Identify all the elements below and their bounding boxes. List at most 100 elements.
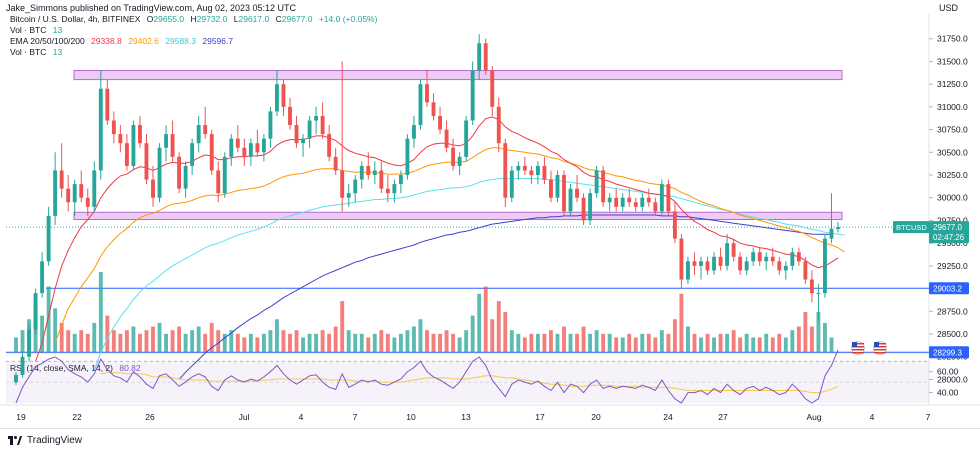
price-tick-label: 28000.0 bbox=[937, 374, 968, 384]
vol-label[interactable]: Vol · BTC bbox=[10, 25, 47, 35]
level-badge-28299-bg bbox=[929, 346, 969, 359]
volume-bar bbox=[118, 333, 123, 352]
volume-bar bbox=[705, 333, 710, 352]
candle-body bbox=[359, 165, 364, 180]
candle bbox=[738, 252, 743, 275]
candle-body bbox=[562, 175, 566, 212]
candle bbox=[640, 193, 645, 212]
candle-body bbox=[451, 147, 456, 166]
candle bbox=[542, 156, 547, 185]
time-tick-label: 4 bbox=[870, 412, 875, 422]
volume-bar bbox=[764, 333, 769, 352]
candle bbox=[320, 102, 325, 139]
candle bbox=[803, 256, 808, 285]
price-tick-label: 30000.0 bbox=[937, 193, 968, 203]
candle bbox=[836, 222, 840, 233]
rsi-label[interactable]: RSI (14, close, SMA, 14, 2) bbox=[10, 363, 113, 373]
candle-body bbox=[340, 170, 345, 198]
ema200-line bbox=[178, 214, 832, 380]
symbol-tag-text: BTCUSD bbox=[896, 223, 927, 232]
volume-bar bbox=[757, 337, 762, 352]
candle bbox=[418, 79, 423, 130]
candle bbox=[679, 234, 684, 289]
candle-body bbox=[372, 170, 377, 176]
candle-body bbox=[457, 156, 462, 166]
price-tick-label: 31000.0 bbox=[937, 102, 968, 112]
candle bbox=[398, 170, 403, 194]
level-badge-29003-bg bbox=[929, 282, 969, 295]
candle bbox=[751, 247, 756, 266]
volume-bar bbox=[359, 333, 364, 352]
candle-body bbox=[620, 197, 625, 207]
volume-bar bbox=[183, 333, 188, 352]
volume-bar bbox=[196, 326, 201, 352]
candle bbox=[731, 238, 736, 262]
candle bbox=[575, 175, 579, 203]
candle-body bbox=[307, 120, 312, 139]
ohlc-change: +14.0 (+0.05%) bbox=[318, 14, 378, 24]
volume-bar bbox=[366, 337, 371, 352]
candle bbox=[27, 324, 31, 362]
candle bbox=[268, 106, 273, 148]
candle-body bbox=[398, 175, 403, 185]
volume-bar bbox=[105, 315, 110, 352]
candle bbox=[783, 261, 788, 280]
us-flag-icon bbox=[851, 341, 865, 355]
candle-body bbox=[522, 165, 527, 171]
volume-bar bbox=[190, 330, 195, 352]
candle bbox=[607, 193, 612, 212]
candle bbox=[562, 170, 566, 216]
volume-bar bbox=[333, 326, 338, 352]
candle bbox=[522, 156, 527, 176]
volume-bar bbox=[444, 330, 449, 352]
candle bbox=[503, 138, 508, 207]
candle bbox=[816, 284, 821, 321]
symbol-name[interactable]: Bitcoin / U.S. Dollar, 4h, BITFINEX bbox=[10, 14, 141, 24]
candle bbox=[451, 138, 456, 171]
candle bbox=[105, 79, 110, 126]
level-badge-28299-text: 28299.3 bbox=[933, 348, 962, 357]
candle-body bbox=[229, 138, 234, 157]
candle bbox=[646, 188, 651, 207]
tradingview-logo-icon bbox=[8, 436, 22, 445]
candle bbox=[496, 97, 501, 153]
candle bbox=[33, 288, 38, 335]
current-price-badge-bg bbox=[929, 221, 969, 244]
vol2-label[interactable]: Vol · BTC bbox=[10, 47, 47, 57]
candle bbox=[757, 247, 762, 266]
candle bbox=[248, 138, 253, 166]
volume-bar bbox=[20, 330, 25, 352]
candle-body bbox=[496, 106, 501, 144]
candle bbox=[20, 352, 25, 378]
candle-body bbox=[588, 193, 593, 221]
current-price-badge-text: 29677.0 bbox=[933, 223, 962, 232]
price-chart[interactable]: 31750.0 31500.0 31250.0 31000.0 30750.0 30500… bbox=[0, 0, 980, 428]
volume-bar bbox=[418, 319, 423, 352]
ema-label[interactable]: EMA 20/50/100/200 bbox=[10, 36, 85, 46]
candle-body bbox=[431, 102, 436, 116]
currency-label: USD bbox=[938, 3, 958, 13]
candle bbox=[425, 70, 429, 107]
candle-body bbox=[177, 156, 182, 189]
volume-bar bbox=[98, 272, 103, 352]
candle bbox=[366, 152, 371, 180]
volume-bar bbox=[398, 333, 403, 352]
volume-bar bbox=[209, 322, 214, 352]
candle bbox=[614, 188, 619, 212]
candle-body bbox=[555, 175, 560, 198]
volume-bar bbox=[412, 326, 416, 352]
volume-bar bbox=[738, 337, 743, 352]
candle bbox=[620, 193, 625, 212]
flag-stripe bbox=[852, 343, 864, 345]
volume-bar bbox=[470, 315, 475, 352]
candle bbox=[255, 129, 260, 157]
time-tick-label: 24 bbox=[663, 412, 673, 422]
volume-bar bbox=[85, 333, 90, 352]
candle bbox=[72, 179, 77, 216]
candle bbox=[79, 170, 84, 203]
candle-body bbox=[816, 293, 821, 295]
candle-body bbox=[14, 374, 18, 383]
volume-bar bbox=[659, 330, 664, 352]
volume-bar bbox=[261, 333, 266, 352]
candle-body bbox=[594, 170, 599, 194]
